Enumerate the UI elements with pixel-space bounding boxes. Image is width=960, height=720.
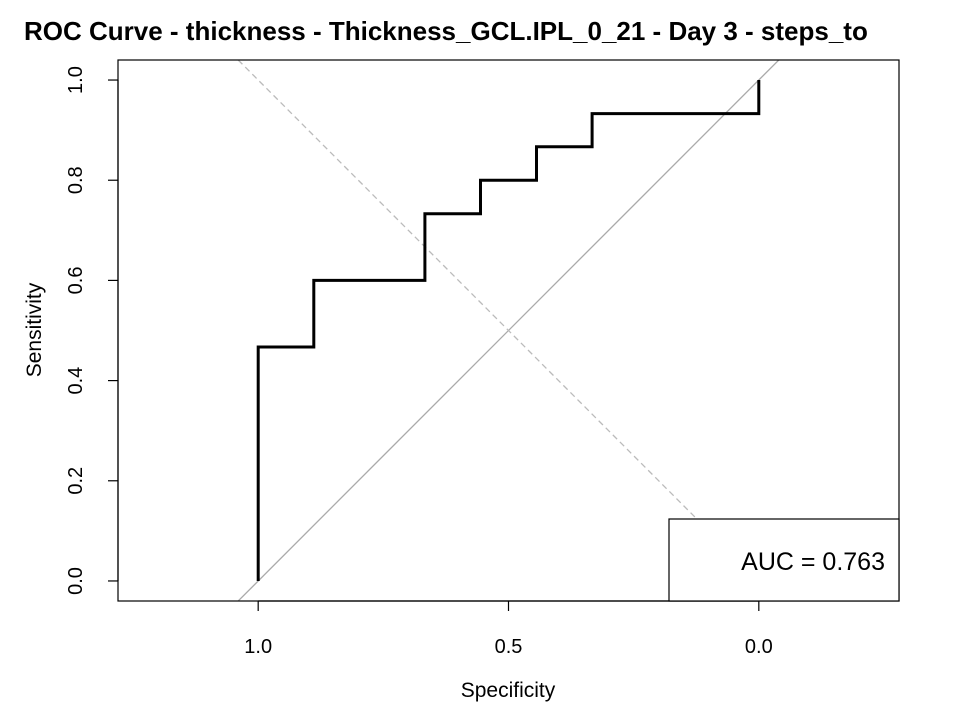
plot-frame (117, 59, 900, 602)
diagonal-reference-line (237, 60, 780, 601)
auc-legend-frame (668, 518, 900, 602)
x-axis-label: Specificity (461, 679, 556, 702)
y-axis: 0.0 0.2 0.4 0.6 0.8 1.0 (65, 66, 119, 595)
reference-lines (237, 60, 780, 601)
auc-legend: AUC = 0.763 (668, 518, 900, 602)
y-tick-label: 0.2 (65, 467, 87, 495)
y-tick-label: 0.8 (65, 166, 87, 194)
x-tick-label: 0.5 (495, 636, 523, 658)
roc-curve-layer (256, 80, 761, 581)
y-tick-label: 0.4 (65, 367, 87, 395)
anti-diagonal-reference-line (237, 60, 780, 601)
y-axis-label: Sensitivity (23, 282, 46, 377)
x-tick-label: 0.0 (745, 636, 773, 658)
y-tick-label: 0.6 (65, 267, 87, 295)
x-tick-label: 1.0 (244, 636, 272, 658)
y-tick-label: 1.0 (65, 66, 87, 94)
x-axis: 1.0 0.5 0.0 (244, 600, 773, 658)
chart-title: ROC Curve - thickness - Thickness_GCL.IP… (24, 16, 868, 46)
y-tick-label: 0.0 (65, 567, 87, 595)
roc-curve-line (256, 80, 761, 581)
auc-annotation: AUC = 0.763 (741, 548, 885, 576)
